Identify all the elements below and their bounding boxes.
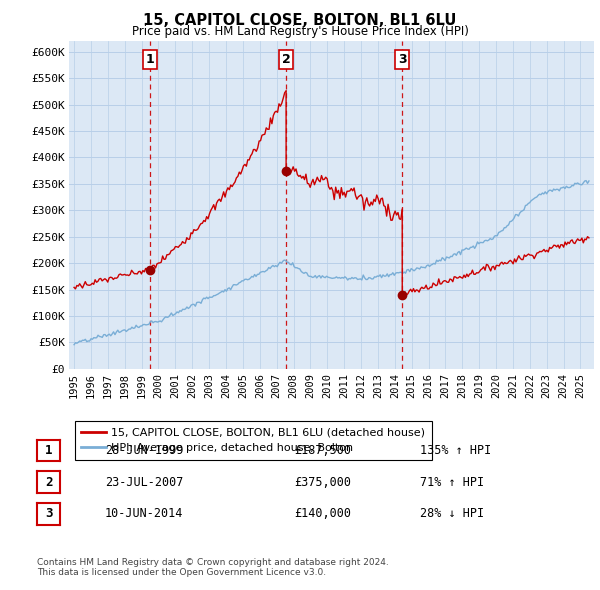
Text: £375,000: £375,000	[294, 476, 351, 489]
Text: 28-JUN-1999: 28-JUN-1999	[105, 444, 184, 457]
Text: £140,000: £140,000	[294, 507, 351, 520]
Text: 2: 2	[45, 476, 52, 489]
Text: 23-JUL-2007: 23-JUL-2007	[105, 476, 184, 489]
Text: 10-JUN-2014: 10-JUN-2014	[105, 507, 184, 520]
Text: £187,500: £187,500	[294, 444, 351, 457]
Text: 2: 2	[282, 53, 290, 65]
Text: 1: 1	[45, 444, 52, 457]
Text: 71% ↑ HPI: 71% ↑ HPI	[420, 476, 484, 489]
Text: Price paid vs. HM Land Registry's House Price Index (HPI): Price paid vs. HM Land Registry's House …	[131, 25, 469, 38]
Legend: 15, CAPITOL CLOSE, BOLTON, BL1 6LU (detached house), HPI: Average price, detache: 15, CAPITOL CLOSE, BOLTON, BL1 6LU (deta…	[74, 421, 432, 460]
Text: 1: 1	[145, 53, 154, 65]
Text: 3: 3	[398, 53, 407, 65]
Text: 28% ↓ HPI: 28% ↓ HPI	[420, 507, 484, 520]
Text: Contains HM Land Registry data © Crown copyright and database right 2024.
This d: Contains HM Land Registry data © Crown c…	[37, 558, 389, 577]
Text: 135% ↑ HPI: 135% ↑ HPI	[420, 444, 491, 457]
Text: 3: 3	[45, 507, 52, 520]
Text: 15, CAPITOL CLOSE, BOLTON, BL1 6LU: 15, CAPITOL CLOSE, BOLTON, BL1 6LU	[143, 13, 457, 28]
